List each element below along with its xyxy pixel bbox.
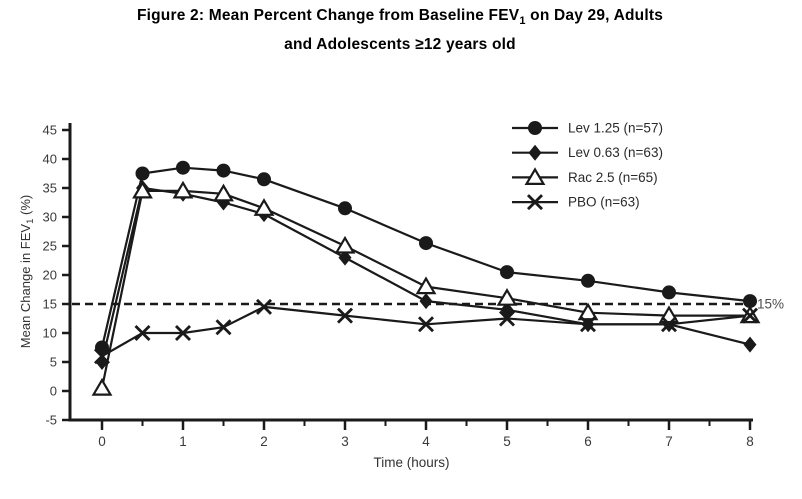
- legend-entry-2: Rac 2.5 (n=65): [512, 167, 658, 185]
- y-tick-label: 5: [50, 355, 57, 370]
- legend-entry-1: Lev 0.63 (n=63): [512, 144, 663, 161]
- x-marker-icon: [175, 325, 191, 341]
- circle-marker-icon: [216, 163, 231, 178]
- x-marker-icon: [94, 348, 110, 365]
- circle-marker-icon: [257, 172, 271, 187]
- series-line-0: [100, 166, 751, 348]
- x-marker-icon: [661, 316, 677, 333]
- legend-label: Lev 1.25 (n=57): [568, 121, 663, 136]
- x-axis-label: Time (hours): [373, 455, 449, 470]
- x-marker-icon: [418, 316, 434, 333]
- x-tick-label: 8: [746, 434, 754, 449]
- y-tick-label: 0: [50, 384, 57, 399]
- series-markers-2: [91, 180, 761, 396]
- x-marker-icon: [499, 310, 515, 327]
- diamond-marker-icon: [743, 336, 757, 353]
- circle-marker-icon: [581, 273, 595, 288]
- figure-title: Figure 2: Mean Percent Change from Basel…: [28, 4, 772, 56]
- x-tick-label: 7: [665, 434, 673, 449]
- x-marker-icon: [337, 307, 353, 324]
- circle-marker-icon: [662, 285, 676, 300]
- series-markers-0: [95, 160, 757, 355]
- axis-labels: Time (hours) Mean Change in FEV1 (%): [18, 195, 450, 470]
- x-tick-label: 6: [584, 434, 592, 449]
- circle-marker-icon: [500, 265, 514, 280]
- series-markers-1: [95, 180, 757, 370]
- legend-label: PBO (n=63): [568, 195, 640, 210]
- x-marker-icon: [256, 298, 272, 315]
- circle-marker-icon: [528, 121, 542, 135]
- triangle-marker-icon: [524, 167, 546, 185]
- circle-marker-icon: [135, 166, 150, 181]
- legend-label: Lev 0.63 (n=63): [568, 145, 663, 160]
- y-tick-label: 20: [43, 268, 57, 283]
- circle-marker-icon: [743, 294, 757, 309]
- title-fev-subscript: 1: [519, 15, 526, 28]
- figure-title-line2: and Adolescents ≥12 years old: [284, 36, 516, 54]
- legend-entry-3: PBO (n=63): [512, 194, 640, 211]
- y-axis-ticks: -5 0 5 10 15 20 25 30 35 40 45: [43, 123, 70, 428]
- y-tick-label: 25: [43, 239, 57, 254]
- triangle-marker-icon: [415, 276, 437, 295]
- triangle-marker-icon: [213, 183, 234, 202]
- x-axis-ticks: 0 1 2 3 4 5 6 7 8: [98, 420, 754, 449]
- y-tick-label: 35: [43, 181, 57, 196]
- x-tick-label: 1: [179, 434, 187, 449]
- triangle-marker-icon: [172, 180, 194, 199]
- legend: Lev 1.25 (n=57) Lev 0.63 (n=63) Rac 2.5 (n…: [512, 121, 663, 211]
- y-tick-label: 30: [43, 210, 57, 225]
- y-tick-label: 45: [43, 123, 57, 138]
- x-marker-icon: [215, 319, 232, 336]
- legend-entry-0: Lev 1.25 (n=57): [512, 121, 663, 136]
- triangle-marker-icon: [132, 180, 153, 199]
- x-tick-label: 3: [341, 434, 349, 449]
- x-marker-icon: [580, 316, 596, 333]
- x-tick-label: 5: [503, 434, 511, 449]
- y-tick-label: 15: [43, 297, 57, 312]
- triangle-marker-icon: [253, 198, 275, 216]
- circle-marker-icon: [419, 236, 433, 251]
- series-markers-3: [94, 298, 758, 365]
- x-tick-label: 4: [422, 434, 430, 449]
- diamond-marker-icon: [419, 293, 433, 310]
- x-marker-icon: [527, 194, 543, 211]
- y-tick-label: -5: [45, 413, 57, 428]
- reference-line-label: 15%: [757, 297, 784, 312]
- title-text-post: on Day 29, Adults: [525, 7, 664, 24]
- reference-line-15pct: 15%: [72, 297, 784, 312]
- diamond-marker-icon: [528, 144, 542, 161]
- axes: [68, 123, 753, 422]
- triangle-marker-icon: [91, 377, 113, 396]
- figure-title-line1: Figure 2: Mean Percent Change from Basel…: [28, 4, 772, 33]
- x-tick-label: 0: [98, 434, 106, 449]
- triangle-marker-icon: [496, 288, 518, 306]
- legend-label: Rac 2.5 (n=65): [568, 170, 658, 185]
- triangle-marker-icon: [577, 302, 599, 321]
- x-marker-icon: [742, 307, 758, 324]
- x-marker-icon: [134, 325, 151, 341]
- triangle-marker-icon: [334, 235, 356, 254]
- y-axis-label: Mean Change in FEV1 (%): [18, 195, 36, 348]
- y-tick-label: 40: [43, 152, 57, 167]
- x-tick-label: 2: [260, 434, 268, 449]
- circle-marker-icon: [176, 160, 190, 175]
- y-tick-label: 10: [43, 326, 57, 341]
- circle-marker-icon: [338, 201, 352, 216]
- series-line-1: [100, 186, 751, 363]
- title-text-pre: Figure 2: Mean Percent Change from Basel…: [136, 7, 520, 24]
